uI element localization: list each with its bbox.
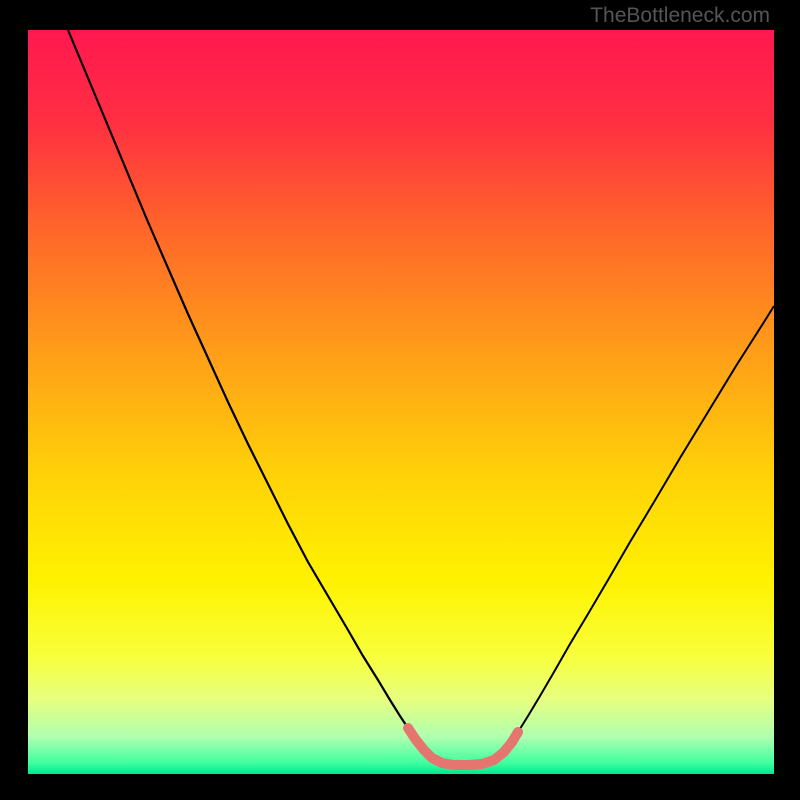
plot-area	[28, 30, 774, 774]
border-left	[0, 0, 28, 800]
curve-right	[518, 306, 774, 732]
chart-container: TheBottleneck.com	[0, 0, 800, 800]
valley-highlight	[408, 728, 518, 765]
border-right	[774, 0, 800, 800]
border-bottom	[0, 774, 800, 800]
watermark-text: TheBottleneck.com	[590, 4, 770, 28]
curves-svg	[28, 30, 774, 774]
curve-left	[68, 30, 408, 728]
